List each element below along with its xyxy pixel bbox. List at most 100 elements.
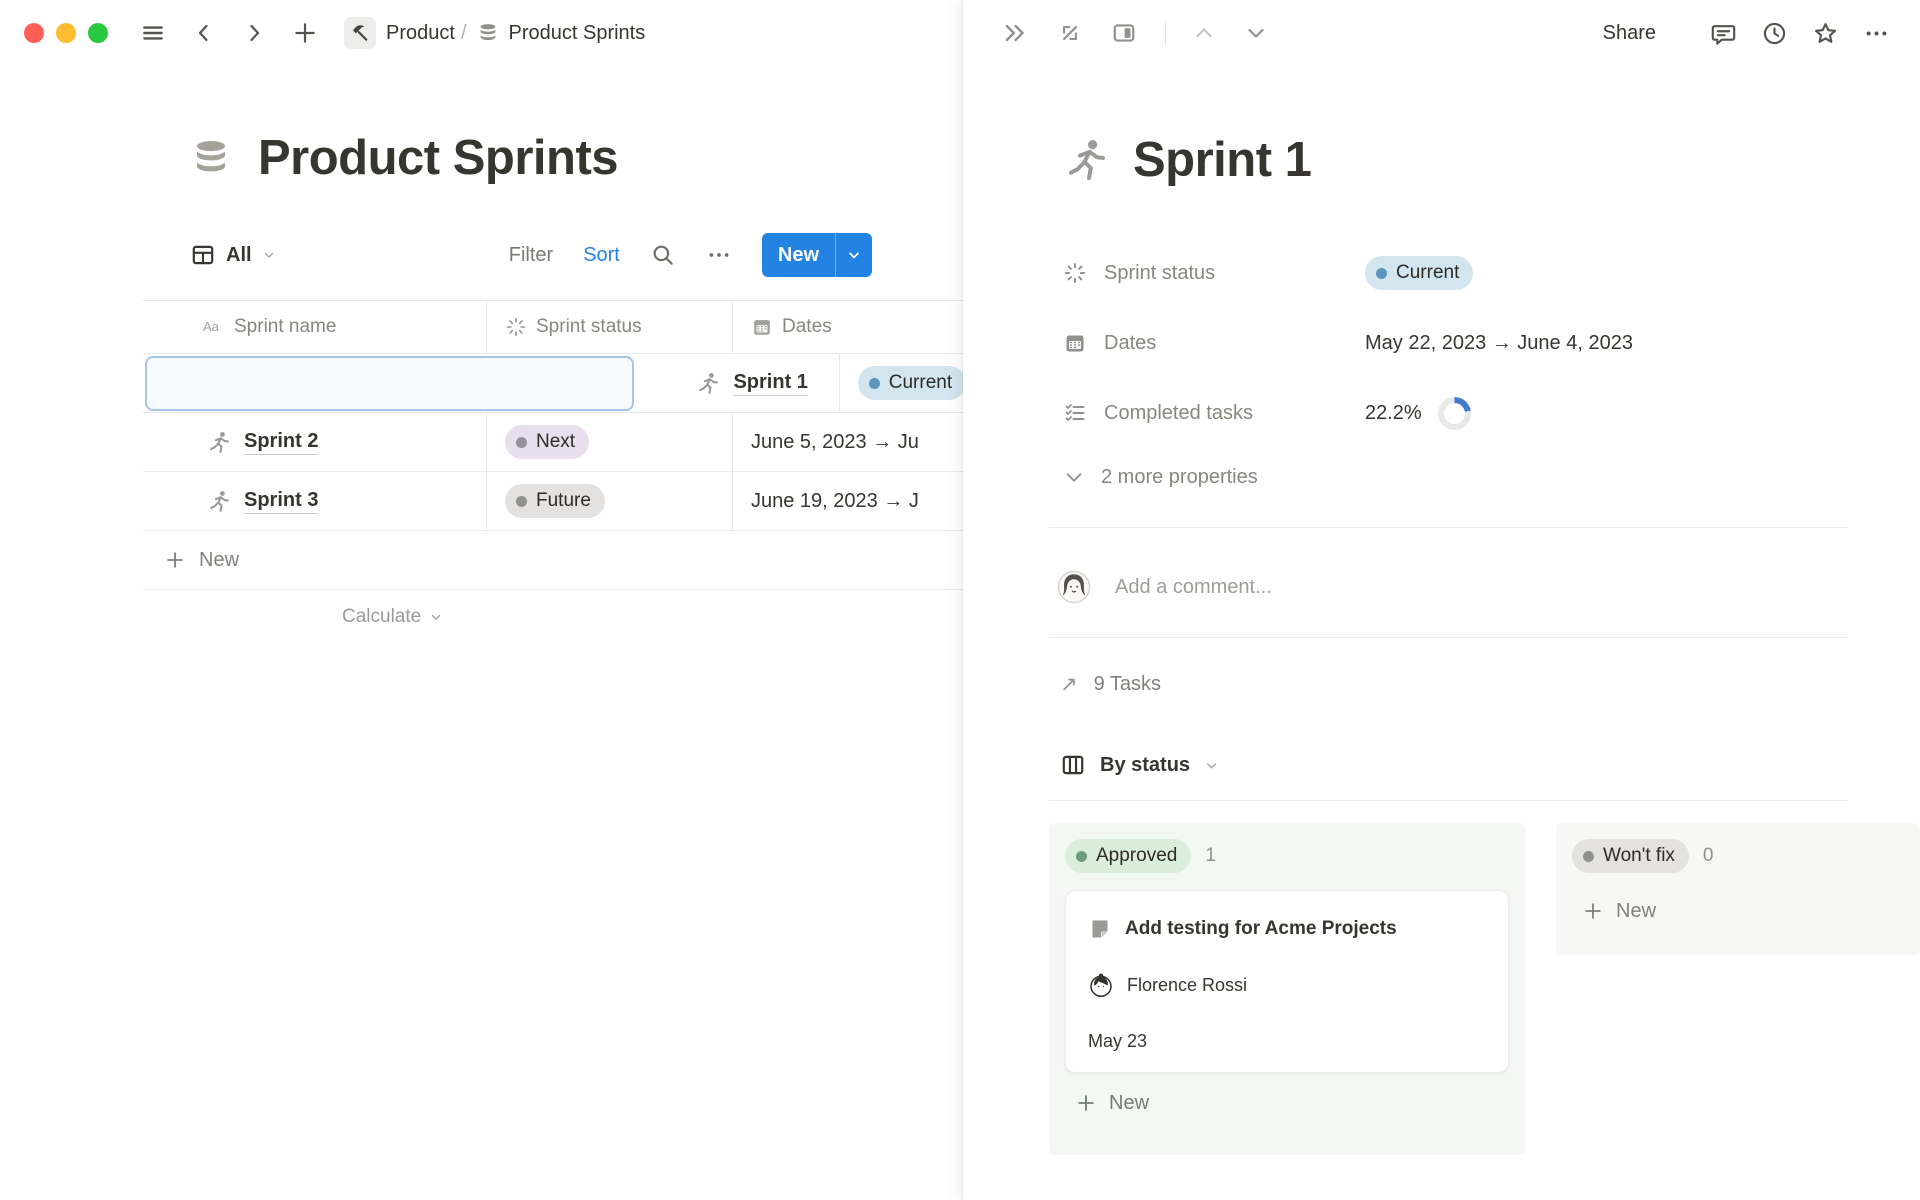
favorite-star-icon[interactable] xyxy=(1812,20,1839,47)
new-button[interactable]: New xyxy=(761,233,872,277)
board-view-icon xyxy=(1060,752,1086,778)
side-peek-panel: Share Sprint 1 Sprint status xyxy=(963,0,1920,1200)
status-property-icon xyxy=(1063,261,1087,285)
svg-text:Aa: Aa xyxy=(203,319,220,334)
column-header-sprint-status[interactable]: Sprint status xyxy=(486,301,733,353)
database-title-icon[interactable] xyxy=(190,137,232,179)
property-value[interactable]: 22.2% xyxy=(1365,396,1471,430)
more-options-icon[interactable] xyxy=(1863,20,1890,47)
runner-icon[interactable] xyxy=(1063,136,1111,184)
board-card[interactable]: Add testing for Acme Projects Florence R… xyxy=(1065,890,1509,1073)
breadcrumb-current[interactable]: Product Sprints xyxy=(508,21,646,44)
add-comment-input[interactable]: Add a comment... xyxy=(1115,575,1272,598)
breadcrumb-parent[interactable]: Product xyxy=(386,21,455,44)
board-new-card-button[interactable]: New xyxy=(1572,889,1904,933)
view-tab-all[interactable]: All xyxy=(190,242,276,268)
property-row-dates: Dates May 22, 2023 → June 4, 2023 xyxy=(1063,308,1843,378)
column-header-sprint-name[interactable]: Aa Sprint name xyxy=(143,301,486,353)
property-value[interactable]: Current xyxy=(1365,256,1474,290)
sprint-name-link[interactable]: Sprint 2 xyxy=(244,429,319,455)
section-divider xyxy=(1049,637,1848,638)
board: Approved 1 Add testing for Acme Projects… xyxy=(1049,823,1920,1155)
peek-page-title-row: Sprint 1 xyxy=(1063,132,1312,188)
board-column-header[interactable]: Won't fix 0 xyxy=(1572,837,1904,875)
cell-sprint-status[interactable]: Next xyxy=(486,413,733,471)
sort-button[interactable]: Sort xyxy=(583,243,620,266)
chevron-down-icon xyxy=(1204,758,1219,773)
cell-sprint-name[interactable]: Sprint 1 xyxy=(632,354,838,412)
next-page-icon[interactable] xyxy=(1244,21,1268,45)
property-row-sprint-status: Sprint status Current xyxy=(1063,238,1843,308)
cell-sprint-name[interactable]: Sprint 2 xyxy=(143,413,486,471)
text-property-icon: Aa xyxy=(201,315,225,339)
new-button-chevron-icon[interactable] xyxy=(836,247,872,263)
chevron-down-icon xyxy=(1063,466,1085,488)
table-row[interactable]: Sprint 2 Next June 5, 2023 → Ju xyxy=(143,413,1223,472)
property-label[interactable]: Sprint status xyxy=(1063,261,1365,285)
close-peek-icon[interactable] xyxy=(1001,19,1029,47)
column-header-label: Sprint name xyxy=(234,316,337,337)
status-badge: Approved xyxy=(1065,839,1192,873)
more-properties-toggle[interactable]: 2 more properties xyxy=(1063,448,1843,506)
board-view-header[interactable]: By status xyxy=(1060,752,1219,778)
calculate-dropdown[interactable]: Calculate xyxy=(342,606,1223,628)
assignee-avatar xyxy=(1088,972,1114,998)
cell-sprint-name[interactable]: Sprint 3 xyxy=(143,472,486,530)
chevron-down-icon xyxy=(262,248,276,262)
column-header-dates[interactable]: Dates xyxy=(733,301,1203,353)
board-new-card-button[interactable]: New xyxy=(1065,1081,1509,1125)
comments-icon[interactable] xyxy=(1710,20,1737,47)
status-dot xyxy=(1583,850,1594,862)
tasks-backlink[interactable]: ↗ 9 Tasks xyxy=(1060,672,1161,697)
properties-section: Sprint status Current Dates May 22, 2023… xyxy=(1063,238,1843,506)
arrow-up-right-icon: ↗ xyxy=(1060,673,1078,696)
status-badge: Current xyxy=(857,366,967,400)
sprint-name-link[interactable]: Sprint 3 xyxy=(244,488,319,514)
expand-page-icon[interactable] xyxy=(1057,20,1083,46)
user-avatar xyxy=(1057,570,1091,604)
property-row-completed-tasks: Completed tasks 22.2% xyxy=(1063,378,1843,448)
section-divider xyxy=(1049,527,1848,528)
view-tab-label: All xyxy=(226,243,252,266)
sprints-table: Aa Sprint name Sprint status Dates xyxy=(143,300,1223,628)
back-button[interactable] xyxy=(192,21,216,45)
column-header-label: Dates xyxy=(782,316,832,337)
table-view-icon xyxy=(190,242,216,268)
status-badge: Current xyxy=(1365,256,1474,290)
new-button-label: New xyxy=(777,243,819,266)
forward-button[interactable] xyxy=(242,21,266,45)
cell-dates[interactable]: June 19, 2023 → J xyxy=(751,489,919,512)
hammer-icon[interactable] xyxy=(344,17,376,49)
sprint-name-link[interactable]: Sprint 1 xyxy=(733,370,808,396)
selected-row-outline xyxy=(145,356,635,411)
table-new-row-button[interactable]: New xyxy=(143,531,1223,590)
calendar-icon xyxy=(751,316,773,338)
table-row[interactable]: Sprint 3 Future June 19, 2023 → J xyxy=(143,472,1223,531)
cell-sprint-status[interactable]: Future xyxy=(486,472,733,530)
peek-page-title[interactable]: Sprint 1 xyxy=(1133,133,1312,187)
property-label[interactable]: Completed tasks xyxy=(1063,401,1365,425)
sidebar-menu-icon[interactable] xyxy=(140,20,166,46)
more-options-icon[interactable] xyxy=(706,242,732,268)
minimize-window-button[interactable] xyxy=(56,23,76,43)
property-value[interactable]: May 22, 2023 → June 4, 2023 xyxy=(1365,331,1633,354)
cell-dates[interactable]: June 5, 2023 → Ju xyxy=(751,430,919,453)
new-row-label: New xyxy=(199,548,240,571)
share-button[interactable]: Share xyxy=(1602,21,1656,44)
board-column-header[interactable]: Approved 1 xyxy=(1065,837,1509,875)
previous-page-icon[interactable] xyxy=(1192,21,1216,45)
board-new-label: New xyxy=(1109,1091,1150,1114)
zoom-window-button[interactable] xyxy=(88,23,108,43)
search-icon[interactable] xyxy=(650,242,676,268)
filter-button[interactable]: Filter xyxy=(508,243,554,266)
property-label[interactable]: Dates xyxy=(1063,331,1365,355)
page-history-icon[interactable] xyxy=(1761,20,1788,47)
column-count: 1 xyxy=(1205,845,1216,866)
side-peek-mode-icon[interactable] xyxy=(1111,20,1137,46)
status-dot xyxy=(516,436,527,448)
page-title[interactable]: Product Sprints xyxy=(258,131,619,185)
new-page-icon[interactable] xyxy=(292,20,318,46)
close-window-button[interactable] xyxy=(24,23,44,43)
cell-sprint-status[interactable]: Current xyxy=(838,354,975,412)
tasks-link-label: 9 Tasks xyxy=(1093,673,1162,695)
